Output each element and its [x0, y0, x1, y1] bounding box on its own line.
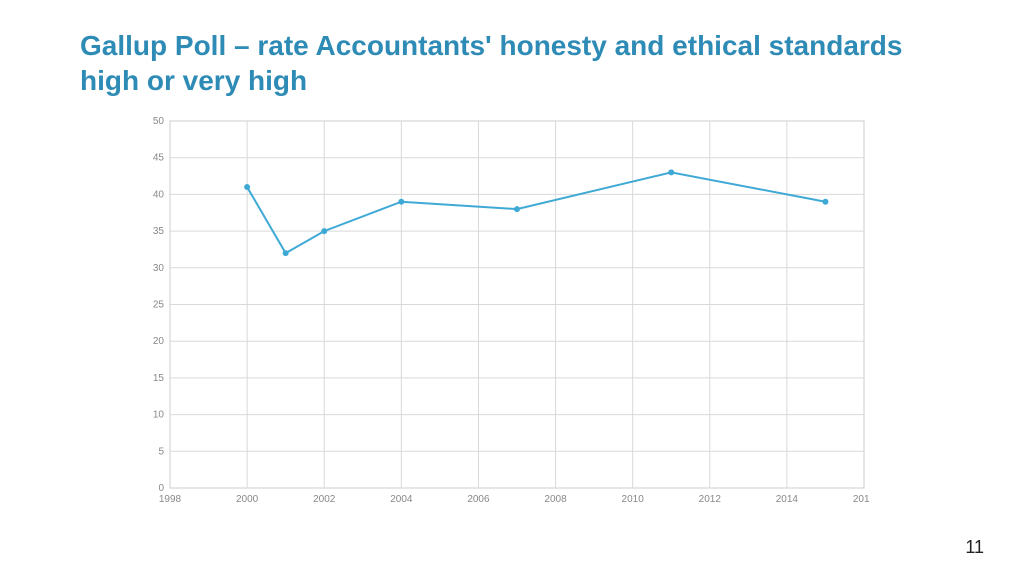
svg-text:30: 30 [153, 263, 165, 274]
svg-text:40: 40 [153, 189, 165, 200]
svg-text:10: 10 [153, 410, 165, 421]
svg-text:2000: 2000 [236, 494, 259, 505]
svg-text:2012: 2012 [699, 494, 722, 505]
svg-text:2006: 2006 [467, 494, 490, 505]
svg-text:25: 25 [153, 300, 165, 311]
svg-text:5: 5 [158, 446, 164, 457]
svg-text:2002: 2002 [313, 494, 336, 505]
svg-text:2008: 2008 [544, 494, 567, 505]
svg-text:0: 0 [158, 483, 164, 494]
svg-text:2014: 2014 [776, 494, 799, 505]
svg-text:20: 20 [153, 336, 165, 347]
page-number: 11 [965, 537, 984, 558]
line-chart-svg: 0 5 10 15 20 25 30 35 40 45 50 1998 2000 2002 2004 2006… [135, 115, 870, 510]
svg-text:35: 35 [153, 226, 165, 237]
slide: Gallup Poll – rate Accountants' honesty … [0, 0, 1024, 576]
svg-text:2010: 2010 [622, 494, 645, 505]
svg-text:45: 45 [153, 153, 165, 164]
svg-text:1998: 1998 [159, 494, 182, 505]
svg-text:2016: 2016 [853, 494, 870, 505]
svg-text:15: 15 [153, 373, 165, 384]
svg-text:2004: 2004 [390, 494, 413, 505]
line-chart: 0 5 10 15 20 25 30 35 40 45 50 1998 2000 2002 2004 2006… [135, 115, 870, 510]
slide-title: Gallup Poll – rate Accountants' honesty … [80, 28, 960, 98]
svg-text:50: 50 [153, 116, 165, 127]
